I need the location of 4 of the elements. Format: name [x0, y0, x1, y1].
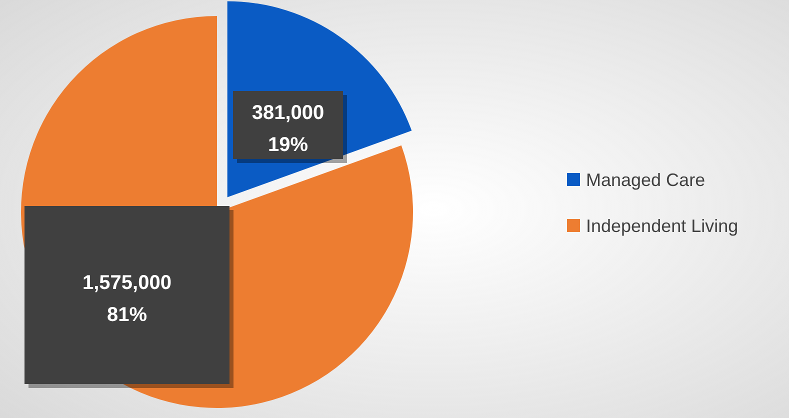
- legend-label: Managed Care: [586, 170, 706, 190]
- data-label: 1,575,000 81%: [82, 272, 172, 326]
- legend-label: Independent Living: [586, 216, 738, 236]
- data-label: 381,000 19%: [252, 102, 324, 156]
